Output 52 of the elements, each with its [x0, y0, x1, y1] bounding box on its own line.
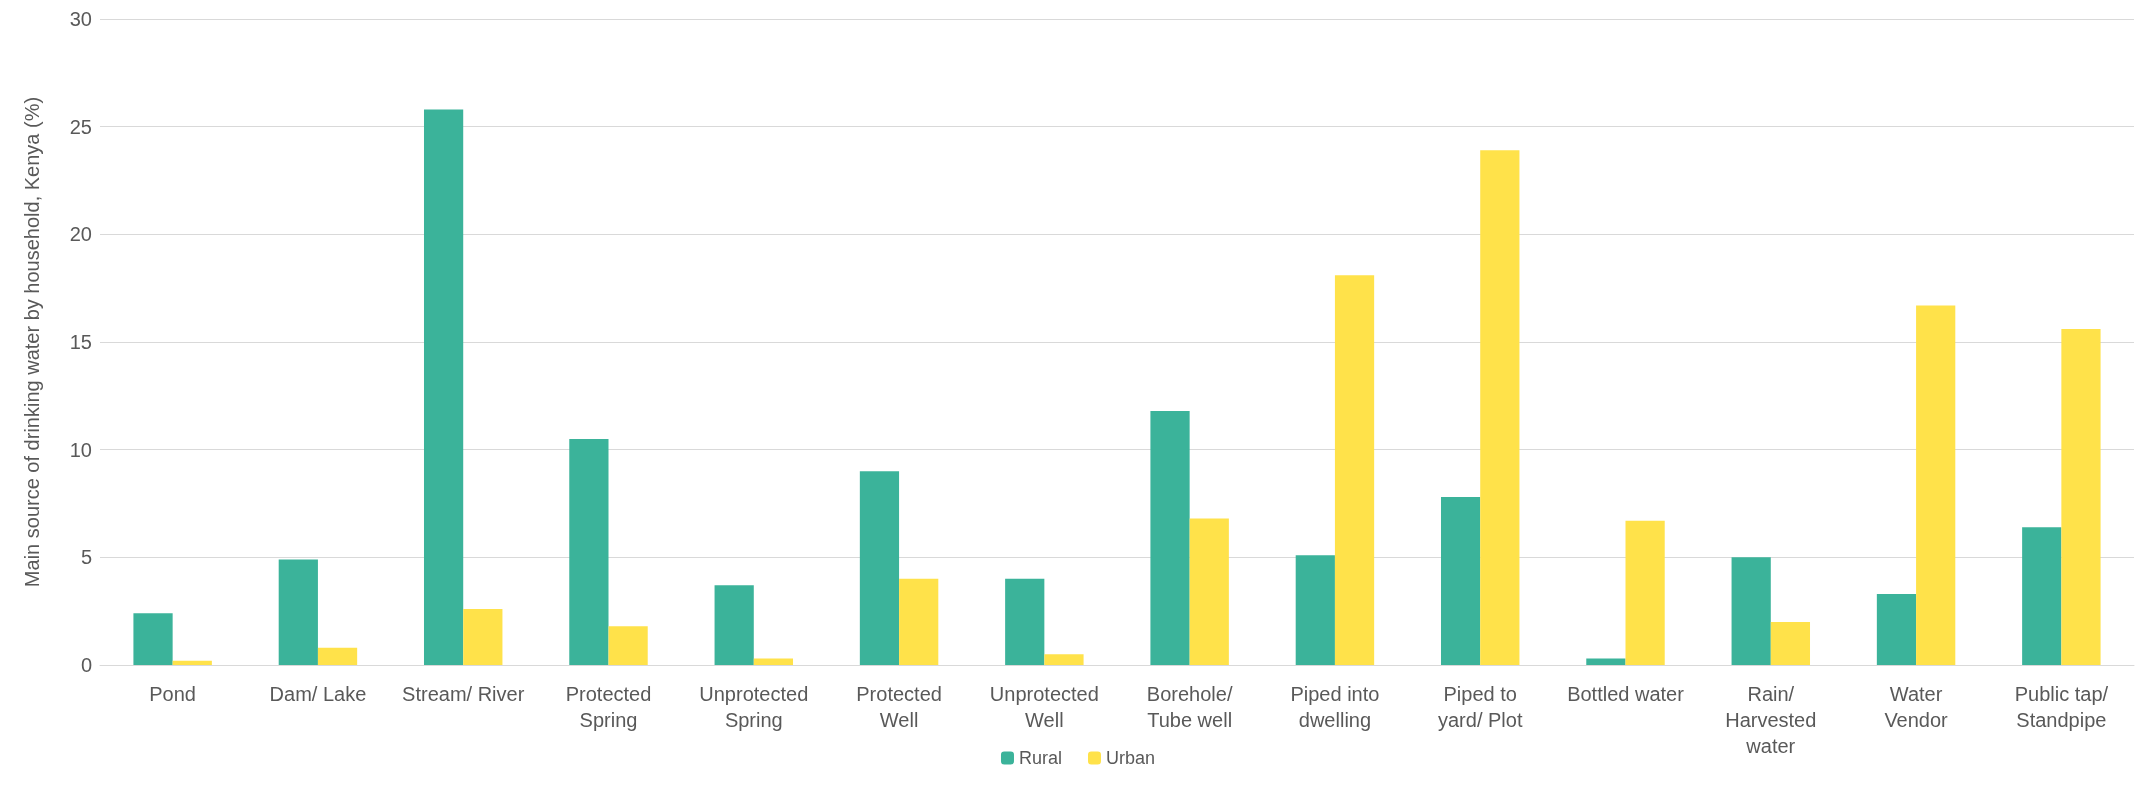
bar: [423, 109, 464, 665]
y-axis-title: Main source of drinking water by household, Kenya (%): [21, 96, 43, 588]
bar: [714, 585, 754, 665]
y-tick-label: 25: [69, 115, 92, 138]
bar: [2061, 329, 2101, 665]
y-tick-label: 15: [69, 331, 92, 353]
x-tick-label: Unprotected Spring: [699, 683, 809, 731]
bar: [2022, 527, 2062, 665]
x-tick-label: Protected Well: [856, 683, 942, 731]
bar: [1440, 497, 1481, 665]
legend-label: Urban: [1105, 748, 1156, 768]
bar: [278, 559, 318, 665]
bar: [1189, 518, 1229, 665]
x-tick-label: Piped to yard/ Plot: [1437, 683, 1523, 731]
bar: [463, 609, 503, 665]
bar: [317, 647, 358, 665]
bar: [899, 578, 939, 665]
legend-label: Rural: [1018, 748, 1062, 768]
bar: [1770, 621, 1811, 665]
bar: [753, 658, 794, 665]
bar: [1150, 410, 1190, 665]
x-tick-label: Rain/ Harvested water: [1725, 683, 1817, 757]
bar: [1334, 275, 1375, 665]
x-tick-label: Water Vendor: [1884, 683, 1949, 731]
bar: [1916, 305, 1956, 665]
bar: [1005, 578, 1045, 665]
x-tick-label: Dam/ Lake: [269, 683, 367, 705]
y-tick-label: 30: [69, 8, 92, 30]
bar: [1876, 593, 1917, 665]
bar: [133, 613, 173, 665]
y-tick-label: 0: [80, 654, 92, 676]
x-tick-label: Bottled water: [1567, 683, 1685, 705]
x-tick-label: Stream/ River: [402, 683, 525, 705]
bar: [859, 471, 900, 665]
bar: [1295, 555, 1335, 665]
x-tick-label: Protected Spring: [565, 683, 652, 731]
x-tick-label: Public tap/ Standpipe: [2014, 683, 2109, 731]
bar: [172, 660, 212, 665]
bar: [1044, 654, 1084, 665]
bar: [1731, 557, 1771, 665]
x-tick-label: Piped into dwelling: [1290, 683, 1380, 731]
x-tick-label: Unprotected Well: [989, 683, 1099, 731]
y-tick-label: 5: [80, 546, 92, 569]
bar: [1625, 520, 1665, 665]
bar: [1480, 150, 1520, 665]
bar: [569, 438, 609, 665]
y-tick-label: 10: [69, 438, 92, 461]
bar: [608, 626, 648, 665]
y-tick-label: 20: [69, 223, 92, 246]
bar: [1586, 658, 1626, 665]
x-tick-label: Pond: [149, 683, 196, 705]
x-tick-label: Borehole/ Tube well: [1146, 683, 1233, 731]
